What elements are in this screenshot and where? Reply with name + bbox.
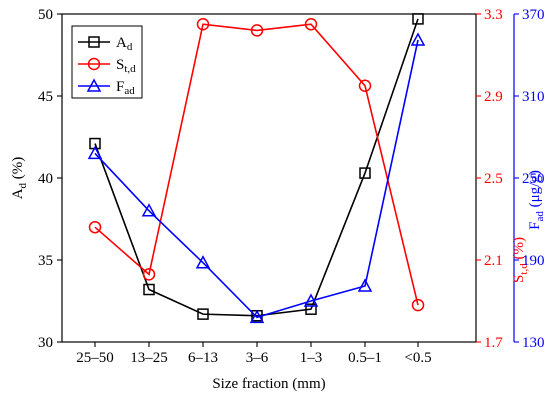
data-point-circle [196,18,210,31]
legend-marker-triangle [86,78,102,92]
right1-axis-title-unit: (%) [511,237,527,263]
left-tick-label: 50 [38,7,53,23]
right1-tick-label: 3.3 [484,7,503,23]
right2-tick-label: 310 [522,89,545,105]
data-point-circle [358,79,372,92]
legend-label-fad-sub: ad [124,85,135,97]
legend-label-std-sub: t,d [124,63,136,75]
x-tick-label: <0.5 [404,350,431,366]
legend-label-ad: Ad [116,35,133,53]
data-point-square [305,303,317,315]
legend-box [71,25,143,99]
legend-item-fad: Fad [78,78,135,97]
left-axis-title-unit: (%) [10,157,26,183]
data-point-triangle [410,32,426,46]
x-tick-label: 13–25 [130,350,168,366]
legend-label-fad-main: F [116,79,124,95]
left-axis-title: Ad (%) [10,157,29,200]
right2-tick-label: 190 [522,253,545,269]
right2-tick-label: 250 [522,171,545,187]
right1-tick-label: 2.1 [484,253,503,269]
legend-label-ad-sub: d [127,41,133,53]
x-tick-label: 0.5–1 [348,350,382,366]
right1-axis-title-sub: t,d [518,263,530,275]
series-line-ad [94,18,419,317]
left-tick-label: 30 [38,335,53,351]
x-tick-label: 1–3 [300,350,323,366]
right1-axis-title-main: S [511,275,527,283]
ticks-layer: 25–50 13–25 6–13 3–6 1–3 0.5–1 <0.5 30 35 40 45 50 1… [38,7,545,366]
data-point-square [412,13,424,25]
data-point-triangle [141,203,157,217]
series-line-std [94,23,419,306]
right1-tick-label: 2.9 [484,89,503,105]
data-point-circle [304,18,318,31]
data-point-circle [142,268,156,281]
right2-axis-title-unit: (μg/g) [527,170,543,211]
left-tick-label: 35 [38,253,53,269]
data-point-triangle [357,278,373,292]
data-point-triangle [195,255,211,269]
left-tick-label: 45 [38,89,53,105]
series-line-fad [94,39,419,319]
data-point-circle [88,220,102,234]
right2-axis-title: Fad (μg/g) [527,170,546,230]
data-point-circle [250,24,264,37]
left-axis-title-main: A [10,188,26,199]
data-point-square [197,308,209,320]
legend-item-std: St,d [78,57,136,75]
left-axis-title-sub: d [17,182,29,188]
legend-item-ad: Ad [78,35,133,53]
right2-axis-title-main: F [527,222,543,230]
right2-tick-label: 370 [522,7,545,23]
x-tick-label: 3–6 [246,350,269,366]
data-point-triangle [87,145,103,160]
x-tick-label: 25–50 [76,350,114,366]
right1-axis-title: St,d (%) [511,237,530,283]
legend-label-std-main: S [116,57,124,73]
right2-axis-title-sub: ad [534,211,546,222]
legend-label-fad: Fad [116,79,135,97]
legend-label-std: St,d [116,57,136,75]
legend-marker-circle [87,57,101,71]
x-axis-title: Size fraction (mm) [212,376,325,392]
data-point-triangle [303,293,319,307]
x-tick-label: 6–13 [188,350,218,366]
data-point-circle [411,298,425,312]
right1-tick-label: 2.5 [484,171,503,187]
left-tick-label: 40 [38,171,53,187]
data-point-triangle [249,309,265,324]
legend: Ad St,d Fad [71,25,143,99]
right1-tick-label: 1.7 [484,335,503,351]
data-point-square [143,283,155,296]
right2-tick-label: 130 [522,335,545,351]
legend-marker-square [88,36,100,48]
legend-label-ad-main: A [116,35,127,51]
data-point-square [359,167,371,179]
series-layer [87,13,426,324]
